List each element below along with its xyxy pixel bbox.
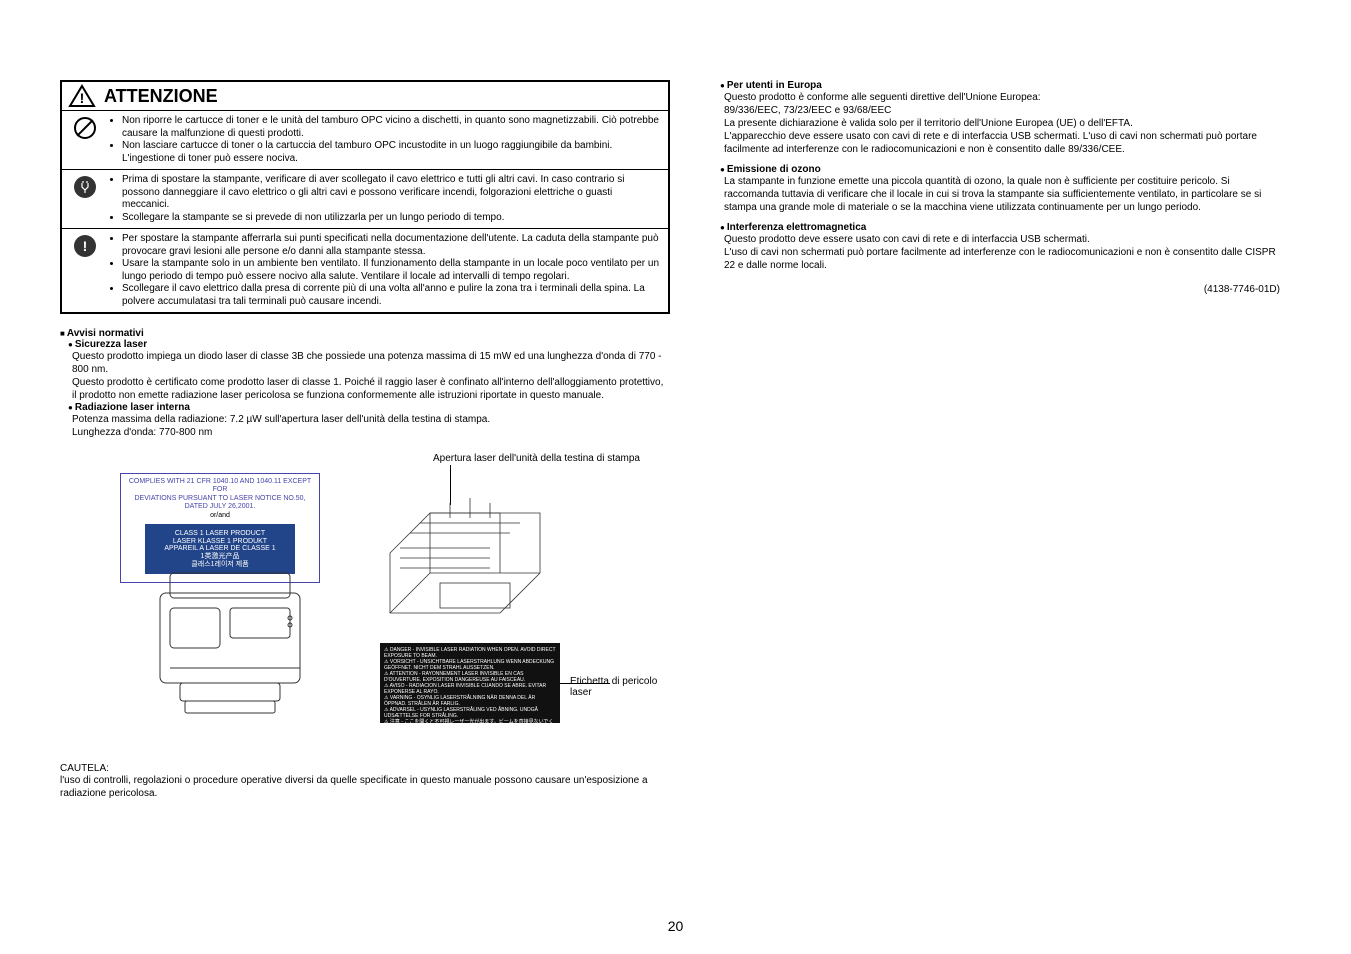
label-caption: Etichetta di pericolo laser <box>570 676 670 698</box>
body-text: Lunghezza d'onda: 770-800 nm <box>72 426 670 439</box>
cautela-body: l'uso di controlli, regolazioni o proced… <box>60 774 670 800</box>
doc-code: (4138-7746-01D) <box>720 284 1280 295</box>
attenzione-box: ! ATTENZIONE Non riporre le cartucce di … <box>60 80 670 314</box>
compliance-text: DEVIATIONS PURSUANT TO LASER NOTICE NO.5… <box>125 495 315 512</box>
radiazione-title: Radiazione laser interna <box>68 402 670 413</box>
warn-item: Non riporre le cartucce di toner e le un… <box>122 115 662 140</box>
warn-item: Usare la stampante solo in un ambiente b… <box>122 258 662 283</box>
info-icon: ! <box>74 235 96 257</box>
sicurezza-title: Sicurezza laser <box>68 339 670 350</box>
body-text: L'apparecchio deve essere usato con cavi… <box>724 130 1280 156</box>
compliance-text: COMPLIES WITH 21 CFR 1040.10 AND 1040.11… <box>125 478 315 495</box>
europa-title: Per utenti in Europa <box>720 80 1280 91</box>
figure-area: Apertura laser dell'unità della testina … <box>60 453 670 743</box>
body-text: Questo prodotto deve essere usato con ca… <box>724 233 1280 246</box>
interf-title: Interferenza elettromagnetica <box>720 222 1280 233</box>
printer-open-icon <box>370 473 570 643</box>
body-text: Potenza massima della radiazione: 7.2 µW… <box>72 413 670 426</box>
warn-item: Scollegare il cavo elettrico dalla presa… <box>122 283 662 308</box>
body-text: Questo prodotto impiega un diodo laser d… <box>72 350 670 376</box>
attenzione-title: ATTENZIONE <box>104 86 218 107</box>
body-text: Questo prodotto è certificato come prodo… <box>72 376 670 402</box>
printer-icon <box>140 563 320 723</box>
warn-item: Per spostare la stampante afferrarla sui… <box>122 233 662 258</box>
warn-item: Prima di spostare la stampante, verifica… <box>122 174 662 212</box>
ozono-title: Emissione di ozono <box>720 164 1280 175</box>
figure-caption: Apertura laser dell'unità della testina … <box>433 453 640 464</box>
body-text: La presente dichiarazione è valida solo … <box>724 117 1280 130</box>
body-text: 89/336/EEC, 73/23/EEC e 93/68/EEC <box>724 104 1280 117</box>
body-text: Questo prodotto è conforme alle seguenti… <box>724 91 1280 104</box>
danger-label: ⚠ DANGER - INVISIBLE LASER RADIATION WHE… <box>380 643 560 723</box>
compliance-orland: or/and <box>125 512 315 520</box>
avvisi-title: Avvisi normativi <box>60 328 670 339</box>
warn-item: Scollegare la stampante se si prevede di… <box>122 212 662 225</box>
body-text: La stampante in funzione emette una picc… <box>724 175 1280 214</box>
svg-text:!: ! <box>80 90 85 106</box>
prohibit-icon <box>74 117 96 139</box>
cautela-title: CAUTELA: <box>60 763 670 774</box>
unplug-icon <box>74 176 96 198</box>
warn-item: Non lasciare cartucce di toner o la cart… <box>122 140 662 165</box>
body-text: L'uso di cavi non schermati può portare … <box>724 246 1280 272</box>
page-number: 20 <box>668 918 684 934</box>
